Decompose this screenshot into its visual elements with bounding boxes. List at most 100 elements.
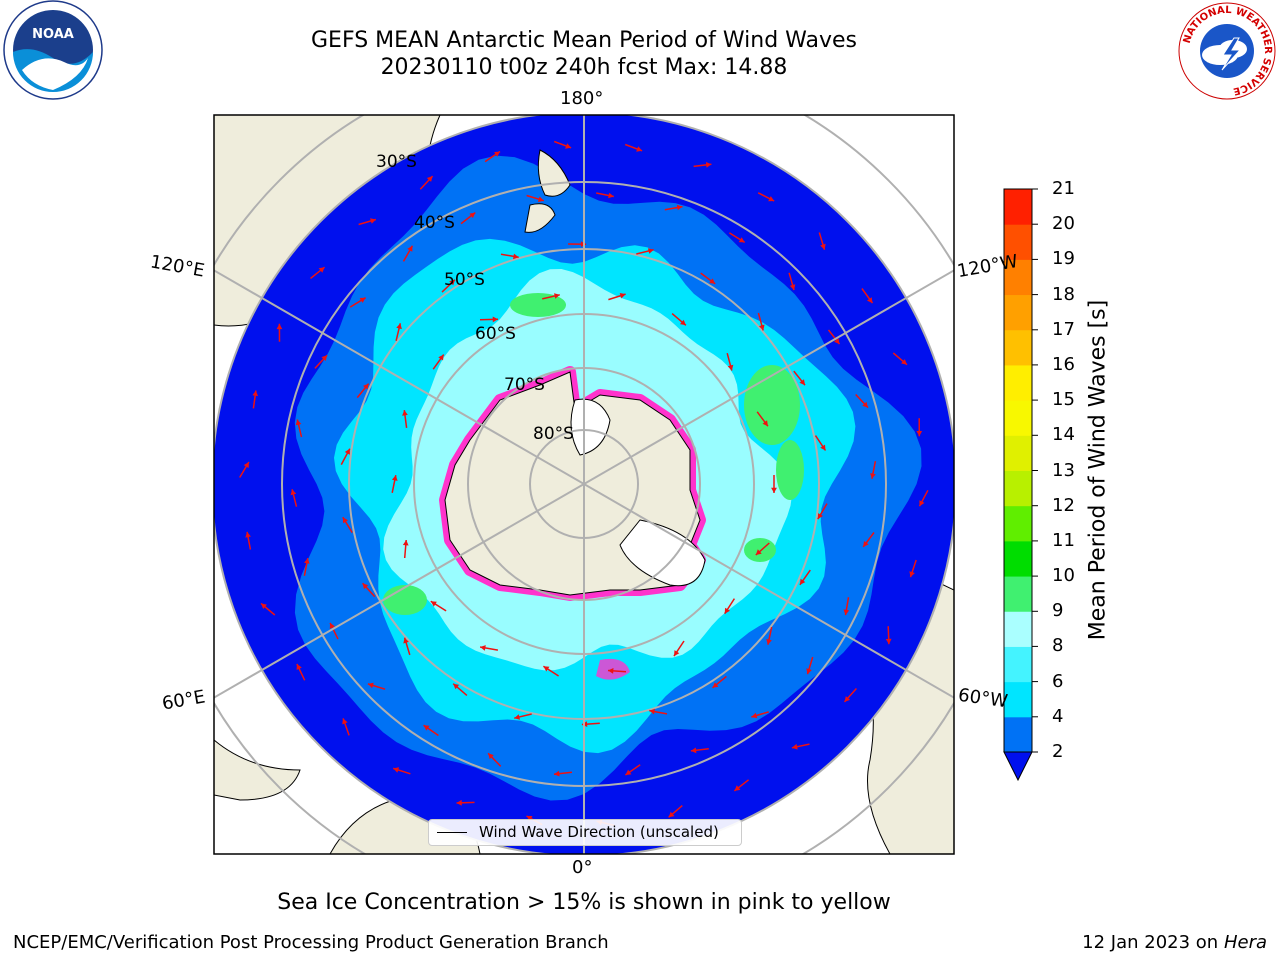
wave-direction-arrow	[607, 668, 627, 674]
wave-direction-arrow	[733, 779, 750, 792]
wave-direction-arrow	[479, 645, 499, 651]
colorbar-tick-label: 9	[1052, 600, 1064, 622]
wave-direction-arrow	[729, 232, 746, 244]
wave-direction-arrow	[252, 390, 258, 409]
chart-subtitle: 20230110 t00z 240h fcst Max: 14.88	[380, 55, 788, 80]
lat-label-70s: 70°S	[504, 375, 545, 395]
wave-direction-arrow	[636, 248, 654, 255]
colorbar-tick-label: 18	[1052, 283, 1075, 305]
footer-date: 12 Jan 2023 on	[1082, 932, 1224, 953]
colorbar-swatch	[1004, 400, 1032, 436]
colorbar-swatch	[1004, 259, 1032, 296]
colorbar-swatch	[1004, 540, 1032, 577]
sea-ice-caption: Sea Ice Concentration > 15% is shown in …	[277, 890, 891, 915]
wave-direction-arrow	[349, 297, 366, 308]
meridian-line	[214, 269, 954, 699]
wave-direction-arrow	[843, 688, 857, 703]
wave-direction-arrow	[726, 353, 734, 371]
wave-direction-arrow	[870, 461, 877, 479]
wave-direction-arrow	[751, 711, 769, 719]
wave-direction-arrow	[771, 475, 777, 493]
wave-direction-arrow	[608, 293, 626, 301]
wave-direction-arrow	[452, 683, 468, 696]
wave-direction-arrow	[402, 539, 409, 559]
wave-direction-arrow	[892, 352, 908, 366]
wave-direction-arrow	[419, 175, 434, 190]
footer-left: NCEP/EMC/Verification Post Processing Pr…	[13, 932, 609, 953]
colorbar-tick-label: 12	[1052, 494, 1075, 516]
colorbar-tick-label: 4	[1052, 705, 1064, 727]
colorbar-swatch	[1004, 716, 1032, 753]
wave-direction-arrow	[391, 475, 398, 493]
wave-direction-arrow	[788, 272, 796, 291]
wave-direction-arrow	[843, 597, 850, 616]
colorbar-tick-label: 11	[1052, 529, 1075, 551]
footer-host: Hera	[1223, 932, 1267, 953]
wave-direction-arrow	[757, 312, 765, 331]
legend-text: Wind Wave Direction (unscaled)	[479, 823, 719, 841]
chart-title: GEFS MEAN Antarctic Mean Period of Wind …	[311, 28, 857, 53]
wave-direction-arrow	[664, 204, 683, 211]
colorbar-swatch	[1004, 505, 1032, 542]
lat-label-50s: 50°S	[444, 270, 485, 290]
wave-direction-arrow	[484, 150, 501, 163]
colorbar-swatch	[1004, 364, 1032, 401]
wave-direction-arrow	[624, 143, 643, 152]
colorbar-underflow	[1003, 751, 1033, 782]
colorbar-tick-label: 21	[1052, 178, 1075, 199]
wave-direction-arrow	[479, 316, 499, 323]
map-legend: Wind Wave Direction (unscaled)	[428, 819, 742, 846]
wave-direction-arrow	[814, 435, 827, 451]
footer-right: 12 Jan 2023 on Hera	[1082, 932, 1267, 953]
wave-direction-arrow	[500, 253, 519, 260]
wave-direction-arrow	[526, 194, 545, 202]
wave-direction-arrow	[362, 582, 376, 598]
wave-direction-arrow	[358, 218, 377, 226]
wave-direction-arrow	[456, 799, 475, 806]
wave-direction-arrow	[755, 542, 770, 556]
wave-direction-arrow	[514, 713, 532, 720]
wave-direction-arrow	[671, 313, 687, 326]
wave-direction-arrow	[542, 665, 560, 677]
wave-direction-arrow	[916, 418, 923, 437]
wave-direction-arrow	[553, 770, 572, 777]
colorbar-label: Mean Period of Wind Waves [s]	[1085, 299, 1111, 641]
wave-direction-arrow	[909, 559, 917, 578]
legend-line-swatch	[437, 832, 467, 833]
colorbar-swatch	[1004, 576, 1032, 612]
colorbar	[1003, 188, 1038, 782]
colorbar-tick-label: 20	[1052, 213, 1075, 235]
wave-direction-arrow	[432, 354, 445, 370]
wave-direction-arrow	[356, 383, 370, 399]
colorbar-tick-label: 8	[1052, 635, 1064, 657]
lat-label-30s: 30°S	[376, 152, 417, 172]
wave-direction-arrow	[793, 370, 806, 386]
wave-direction-arrow	[314, 354, 328, 369]
colorbar-tick-label: 13	[1052, 459, 1075, 481]
wave-direction-arrow	[340, 448, 351, 465]
svg-text:NOAA: NOAA	[32, 27, 74, 42]
wave-direction-arrow	[310, 266, 326, 279]
wave-direction-arrow	[855, 393, 869, 409]
colorbar-swatch	[1004, 681, 1032, 718]
wave-direction-arrow	[791, 743, 810, 750]
wave-direction-arrow	[757, 192, 775, 202]
wave-direction-arrow	[395, 323, 402, 341]
colorbar-tick-label: 15	[1052, 389, 1075, 411]
wave-direction-arrow	[542, 293, 560, 300]
colorbar-swatch	[1004, 294, 1032, 331]
wave-direction-arrow	[918, 489, 929, 507]
wave-direction-arrow	[295, 419, 303, 438]
lat-label-40s: 40°S	[414, 213, 455, 233]
wave-direction-arrow	[487, 752, 502, 767]
nws-logo: NATIONAL WEATHER SERVICE	[1178, 2, 1276, 100]
colorbar-tick-label: 2	[1052, 741, 1064, 762]
wave-direction-arrow	[276, 323, 283, 342]
lat-label-60s: 60°S	[475, 324, 516, 344]
wave-direction-arrow	[862, 532, 875, 548]
colorbar-tick-label: 6	[1052, 670, 1064, 692]
wave-direction-arrow	[668, 805, 683, 818]
wave-direction-arrow	[553, 140, 572, 149]
wave-direction-arrow	[260, 602, 276, 616]
